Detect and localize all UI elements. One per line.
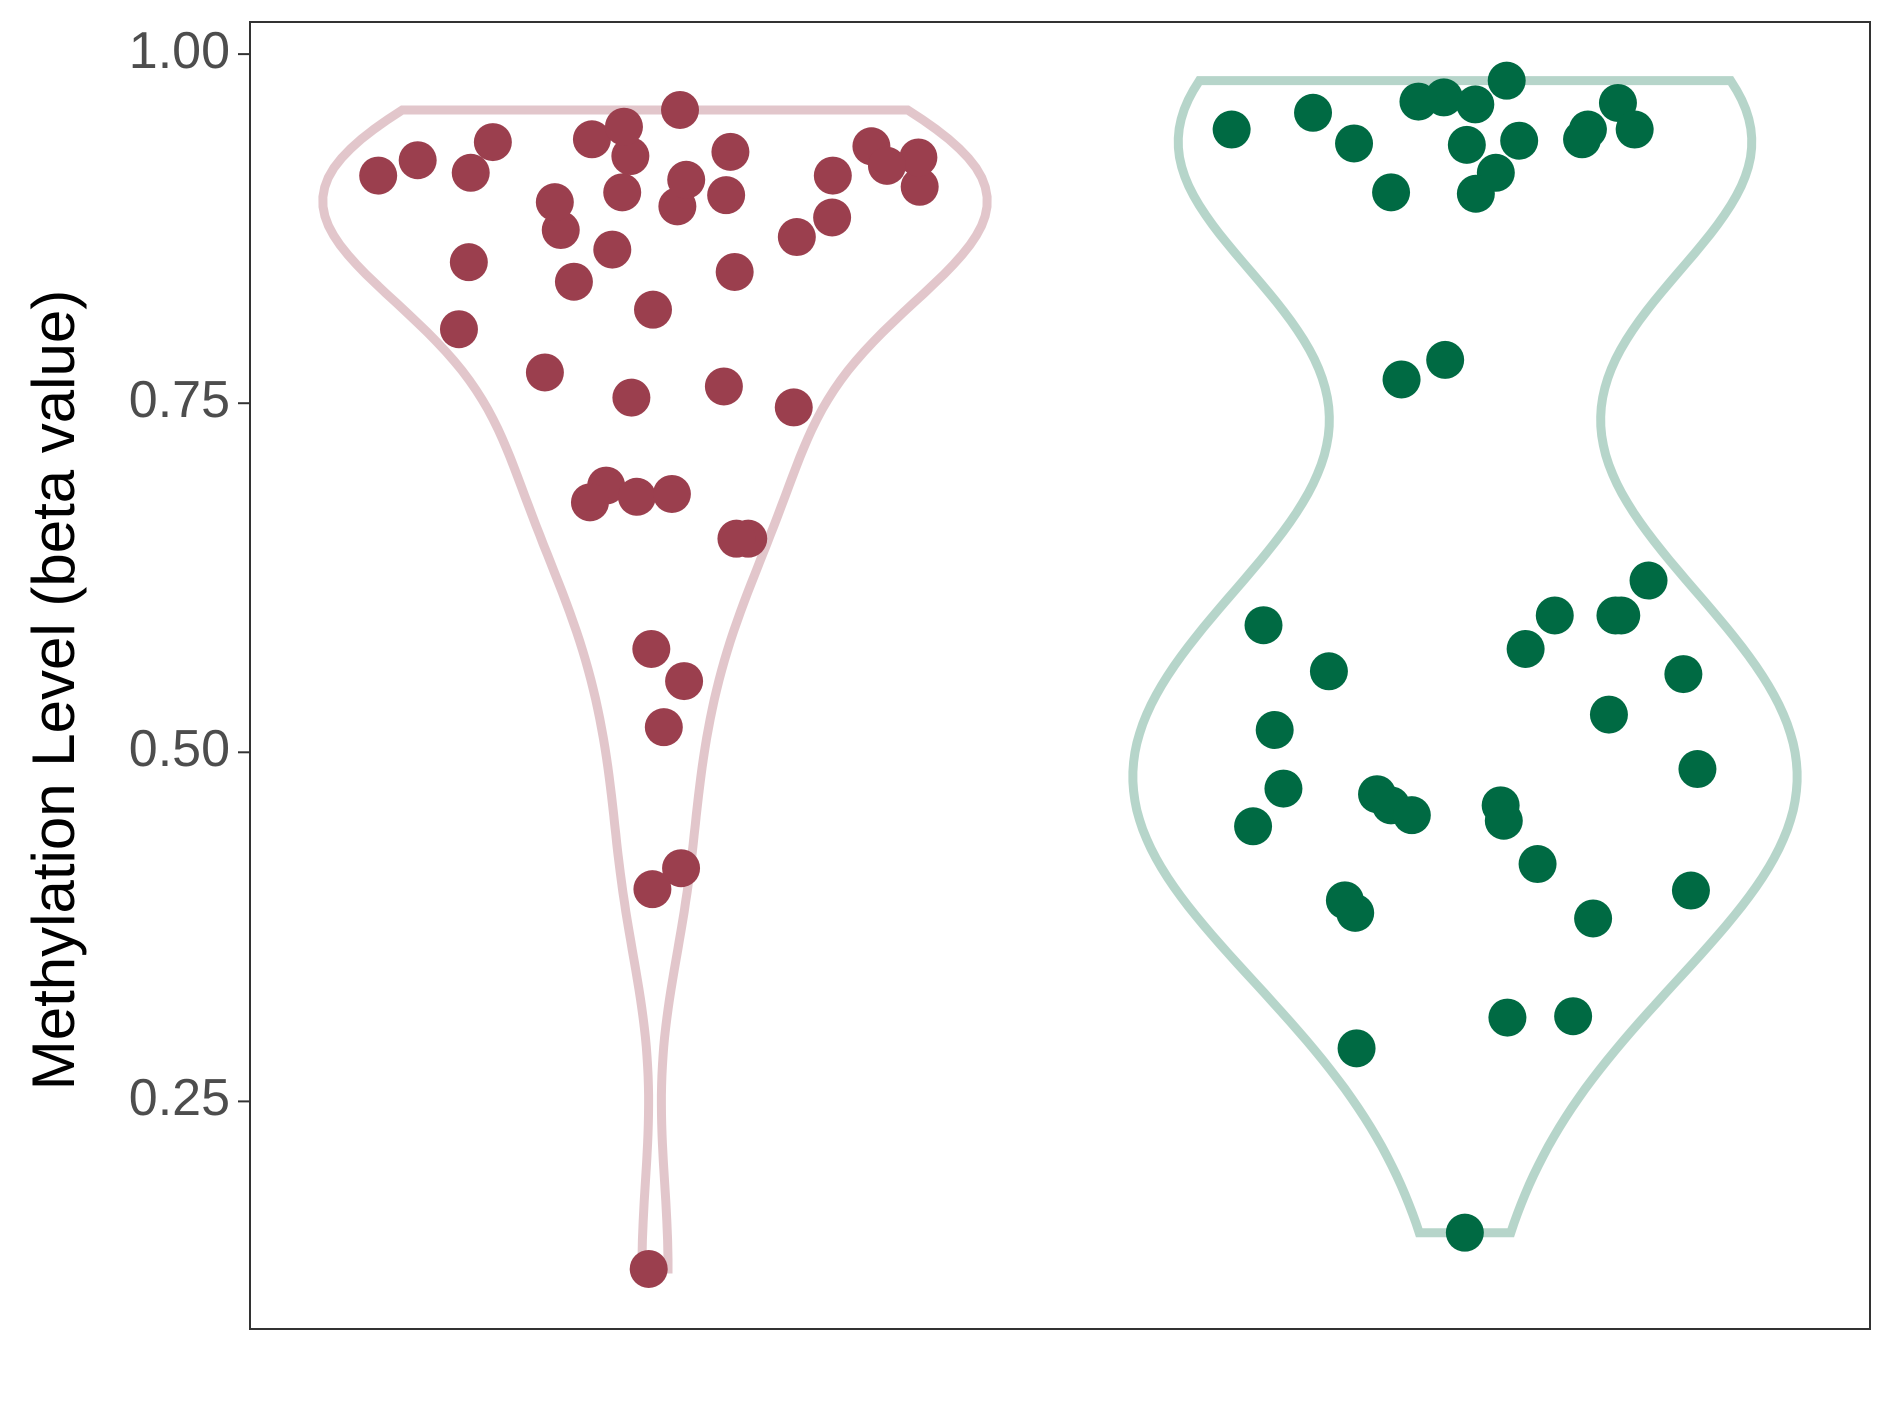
data-point	[704, 367, 743, 406]
data-point	[665, 662, 704, 701]
y-axis-title: Methylation Level (beta value)	[20, 290, 87, 1090]
data-point	[473, 123, 512, 162]
data-point	[711, 132, 750, 171]
violin-outline	[318, 105, 992, 1274]
data-point	[1234, 807, 1273, 846]
data-point	[1615, 110, 1654, 149]
data-point	[1589, 695, 1628, 734]
data-point	[1596, 596, 1635, 635]
data-point	[611, 137, 650, 176]
data-point	[451, 153, 490, 192]
data-point	[774, 388, 813, 427]
data-point	[604, 107, 643, 146]
data-point	[1336, 893, 1375, 932]
data-point	[1309, 652, 1348, 691]
data-point	[1629, 561, 1668, 600]
data-point	[667, 160, 706, 199]
data-point	[1554, 997, 1593, 1036]
data-point	[570, 483, 609, 522]
data-point	[644, 708, 683, 747]
data-point	[715, 252, 754, 291]
data-point	[1678, 750, 1717, 789]
data-point	[572, 120, 611, 159]
data-point	[535, 183, 574, 222]
data-point	[1574, 899, 1613, 938]
data-point	[777, 218, 816, 257]
data-point	[867, 146, 906, 185]
data-point	[1212, 110, 1251, 149]
data-point	[1671, 871, 1710, 910]
data-point	[593, 230, 632, 269]
data-point	[707, 176, 746, 215]
data-point	[439, 310, 478, 349]
y-tick-label: 0.50	[129, 720, 230, 778]
data-point	[629, 1249, 668, 1288]
data-point	[1372, 173, 1411, 212]
plot-frame	[249, 21, 1871, 1330]
data-point	[632, 629, 671, 668]
data-point	[1568, 110, 1607, 149]
data-point	[1535, 596, 1574, 635]
data-point	[1484, 801, 1523, 840]
data-point	[634, 290, 673, 329]
data-point	[813, 198, 852, 237]
data-point	[813, 156, 852, 195]
data-point	[1426, 340, 1465, 379]
data-point	[1488, 998, 1527, 1037]
data-point	[603, 173, 642, 212]
data-point	[1264, 769, 1303, 808]
data-point	[1244, 606, 1283, 645]
data-point	[1392, 796, 1431, 835]
violin-outline	[1128, 76, 1802, 1238]
data-point	[617, 477, 656, 516]
data-point	[1445, 1213, 1484, 1252]
y-tick-label: 1.00	[129, 22, 230, 80]
data-point	[1399, 82, 1438, 121]
data-point	[899, 138, 938, 177]
data-point	[554, 262, 593, 301]
y-tick-label: 0.75	[129, 371, 230, 429]
data-point	[1487, 61, 1526, 100]
data-point	[398, 141, 437, 180]
data-point	[1506, 629, 1545, 668]
data-point	[717, 519, 756, 558]
data-point	[1664, 655, 1703, 694]
data-point	[1382, 360, 1421, 399]
data-point	[359, 156, 398, 195]
data-point	[1456, 85, 1495, 124]
data-point	[662, 849, 701, 888]
data-point	[1335, 124, 1374, 163]
data-point	[449, 243, 488, 282]
data-point	[1337, 1029, 1376, 1068]
data-point	[1255, 710, 1294, 749]
data-point	[661, 90, 700, 129]
data-point	[1456, 174, 1495, 213]
data-point	[1500, 121, 1539, 160]
data-point	[1447, 125, 1486, 164]
data-point	[1294, 93, 1333, 132]
data-point	[1518, 845, 1557, 884]
y-tick-label: 0.25	[129, 1069, 230, 1127]
data-point	[900, 167, 939, 206]
data-point	[633, 870, 672, 909]
data-point	[612, 378, 651, 417]
data-point	[525, 353, 564, 392]
data-point	[652, 474, 691, 513]
